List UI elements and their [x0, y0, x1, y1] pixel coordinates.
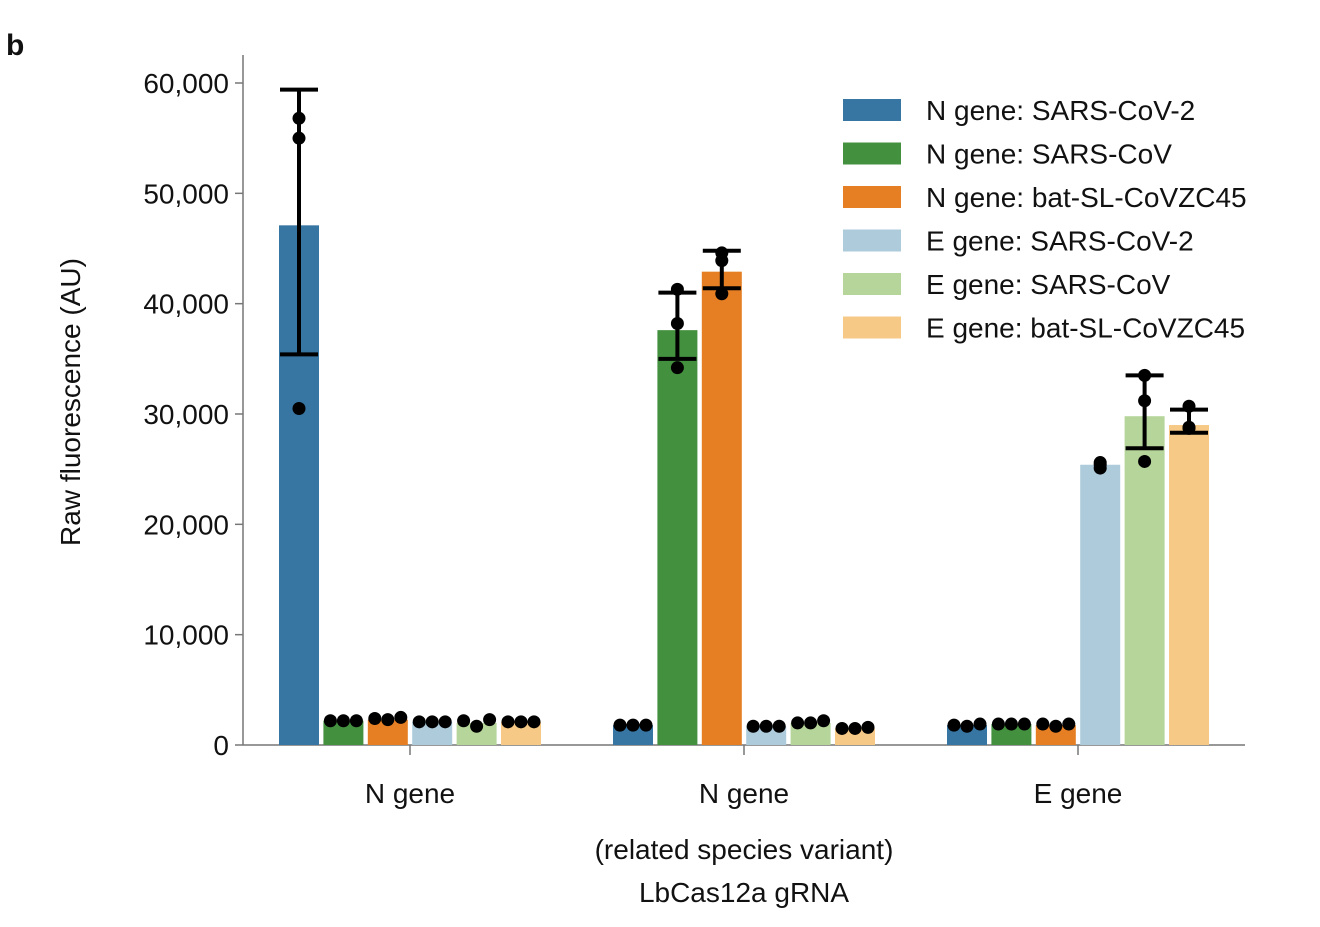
legend-label: N gene: SARS-CoV: [926, 139, 1172, 170]
legend-swatch: [843, 273, 901, 295]
bar: [456, 722, 497, 745]
bar: [701, 271, 742, 745]
data-point: [947, 718, 961, 732]
legend-label: E gene: SARS-CoV: [926, 269, 1171, 300]
data-point: [991, 717, 1005, 731]
y-tick-label: 20,000: [143, 509, 229, 540]
data-point: [323, 714, 337, 728]
data-point: [1182, 421, 1196, 435]
data-point: [292, 401, 306, 415]
data-point: [639, 718, 653, 732]
legend-label: N gene: SARS-CoV-2: [926, 95, 1195, 126]
axes: 0 10,000 20,000 30,000 40,000 50,000 60,000 N g…: [143, 55, 1245, 865]
legend-label: E gene: SARS-CoV-2: [926, 226, 1194, 257]
y-tick-label: 60,000: [143, 68, 229, 99]
data-point: [1004, 717, 1018, 731]
x-tick-label: N gene: [365, 778, 455, 809]
data-point: [973, 717, 987, 731]
bar: [1124, 416, 1165, 745]
data-point: [817, 714, 831, 728]
data-point: [438, 715, 452, 729]
data-point: [772, 719, 786, 733]
data-point: [1062, 717, 1076, 731]
legend-swatch: [843, 229, 901, 252]
data-point: [527, 715, 541, 729]
legend-swatch: [843, 316, 901, 339]
bars: [279, 87, 1209, 745]
bar: [1080, 464, 1121, 745]
x-tick-label: E gene: [1034, 778, 1123, 809]
bar: [501, 721, 541, 745]
legend-swatch: [843, 186, 901, 208]
data-point: [292, 111, 306, 125]
data-point: [349, 714, 363, 728]
bar: [1035, 725, 1076, 745]
data-point: [670, 282, 684, 296]
bar: [1169, 425, 1209, 745]
y-tick-label: 40,000: [143, 289, 229, 320]
data-point: [861, 720, 875, 734]
bar: [412, 721, 453, 745]
data-point: [336, 714, 350, 728]
data-point: [960, 719, 974, 733]
data-point: [1138, 394, 1152, 408]
y-tick-label: 0: [213, 730, 229, 761]
data-point: [746, 719, 760, 733]
data-point: [425, 715, 439, 729]
data-point: [1138, 368, 1152, 382]
data-point: [759, 719, 773, 733]
data-point: [670, 361, 684, 375]
data-point: [791, 716, 805, 730]
legend-swatch: [843, 99, 901, 121]
x-tick-label: (related species variant): [595, 834, 894, 865]
data-point: [715, 254, 729, 268]
panel-label: b: [6, 29, 24, 62]
data-point: [613, 718, 627, 732]
data-point: [514, 715, 528, 729]
y-tick-label: 10,000: [143, 620, 229, 651]
data-point: [381, 713, 395, 727]
y-tick-label: 50,000: [143, 178, 229, 209]
data-point: [1093, 456, 1107, 470]
y-axis-label: Raw fluorescence (AU): [55, 258, 86, 546]
legend: N gene: SARS-CoV-2 N gene: SARS-CoV N gene…: [843, 95, 1247, 344]
data-point: [1017, 717, 1031, 731]
data-point: [1182, 399, 1196, 413]
x-axis-label: LbCas12a gRNA: [639, 877, 849, 908]
data-point: [670, 317, 684, 331]
legend-swatch: [843, 142, 901, 165]
data-point: [457, 714, 471, 728]
data-point: [1036, 717, 1050, 731]
data-point: [412, 715, 426, 729]
y-tick-label: 30,000: [143, 399, 229, 430]
data-point: [394, 710, 408, 724]
bar: [657, 330, 698, 745]
data-point: [715, 287, 729, 301]
legend-label: E gene: bat-SL-CoVZC45: [926, 313, 1245, 344]
data-point: [1138, 454, 1152, 468]
data-point: [483, 713, 497, 727]
data-point: [501, 715, 515, 729]
x-tick-label: N gene: [699, 778, 789, 809]
data-point: [848, 721, 862, 735]
data-point: [470, 719, 484, 733]
legend-label: N gene: bat-SL-CoVZC45: [926, 182, 1247, 213]
data-point: [804, 716, 818, 730]
data-point: [368, 712, 382, 726]
data-point: [292, 131, 306, 145]
data-point: [626, 718, 640, 732]
data-point: [835, 721, 849, 735]
data-point: [1049, 719, 1063, 733]
